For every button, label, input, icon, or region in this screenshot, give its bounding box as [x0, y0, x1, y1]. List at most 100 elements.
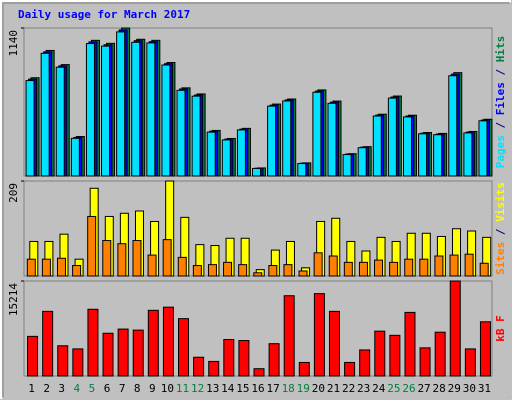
bar	[327, 102, 337, 177]
bar	[357, 147, 367, 177]
bar	[85, 43, 95, 177]
x-tick-label: 5	[89, 382, 96, 395]
legend-entry: kB F	[494, 315, 507, 342]
x-tick-label: 30	[463, 382, 476, 395]
bar	[344, 361, 356, 377]
bar	[253, 272, 263, 277]
bar	[283, 264, 293, 277]
bar	[372, 115, 382, 177]
bar	[56, 257, 66, 277]
x-tick-label: 8	[134, 382, 141, 395]
x-tick-label: 26	[402, 382, 415, 395]
x-tick-label: 24	[372, 382, 386, 395]
y-tick-label: 15214	[7, 283, 20, 316]
bar	[404, 311, 416, 377]
bar	[283, 295, 295, 377]
x-tick-label: 28	[433, 382, 446, 395]
bar	[268, 265, 278, 277]
bar	[178, 318, 190, 377]
legend-entry: Pages	[494, 135, 507, 168]
x-tick-label: 10	[161, 382, 174, 395]
x-tick-label: 31	[478, 382, 491, 395]
bar	[102, 240, 112, 277]
bar	[252, 167, 261, 177]
bar	[177, 256, 187, 277]
bar	[328, 255, 338, 277]
bar	[434, 331, 446, 377]
bar	[389, 261, 399, 277]
bar	[298, 270, 308, 277]
bar	[434, 255, 444, 277]
bar	[404, 258, 414, 277]
x-tick-label: 27	[417, 382, 430, 395]
bar	[117, 328, 129, 377]
bar	[463, 132, 473, 177]
x-tick-label: 17	[266, 382, 279, 395]
bar	[132, 329, 144, 377]
x-tick-label: 12	[191, 382, 204, 395]
bar	[358, 261, 368, 277]
bar	[236, 129, 246, 177]
bar	[193, 356, 205, 377]
bar	[343, 261, 353, 277]
bar	[40, 52, 50, 177]
bar	[268, 343, 280, 377]
bar	[131, 41, 141, 177]
bar	[223, 339, 235, 377]
legend: Sites / Visits	[494, 182, 507, 275]
bar	[176, 89, 186, 177]
bar	[253, 368, 265, 377]
bar	[116, 31, 126, 177]
bar	[374, 330, 386, 377]
bar	[72, 265, 82, 277]
legend-separator: /	[494, 222, 507, 242]
bar	[41, 258, 51, 277]
bar	[162, 239, 172, 277]
x-tick-label: 2	[43, 382, 50, 395]
bar	[162, 306, 174, 377]
x-tick-label: 11	[176, 382, 189, 395]
x-tick-label: 29	[448, 382, 461, 395]
legend-separator: /	[494, 115, 507, 135]
bar	[57, 345, 69, 377]
bar	[102, 332, 114, 377]
chart-title: Daily usage for March 2017	[18, 8, 190, 21]
bar	[313, 252, 323, 277]
bar	[161, 64, 171, 177]
y-tick-label: 209	[7, 183, 20, 203]
x-tick-label: 1	[28, 382, 35, 395]
x-tick-label: 22	[342, 382, 355, 395]
bar	[374, 259, 384, 277]
bar	[448, 75, 458, 177]
legend-entry: Sites	[494, 242, 507, 275]
bar	[117, 243, 127, 277]
x-tick-label: 7	[119, 382, 126, 395]
bar	[238, 340, 250, 377]
bar	[208, 360, 220, 377]
bar	[26, 258, 36, 277]
x-tick-label: 9	[149, 382, 156, 395]
bar	[72, 348, 84, 377]
bar	[70, 137, 80, 177]
bar	[387, 97, 397, 177]
bar	[55, 66, 65, 177]
bar	[464, 253, 474, 277]
bar	[433, 134, 443, 177]
bar	[206, 131, 216, 177]
bar	[479, 262, 489, 277]
bar	[389, 334, 401, 377]
x-tick-label: 4	[74, 382, 81, 395]
x-tick-label: 18	[282, 382, 295, 395]
bar	[221, 139, 231, 177]
bar	[464, 348, 476, 377]
x-tick-label: 25	[387, 382, 400, 395]
bar	[238, 264, 248, 277]
legend-entry: Files	[494, 82, 507, 115]
bar	[298, 361, 310, 377]
bar	[478, 120, 488, 177]
bar	[267, 105, 277, 177]
legend: kB F	[494, 315, 507, 342]
bar	[146, 42, 156, 177]
bar	[132, 240, 142, 277]
